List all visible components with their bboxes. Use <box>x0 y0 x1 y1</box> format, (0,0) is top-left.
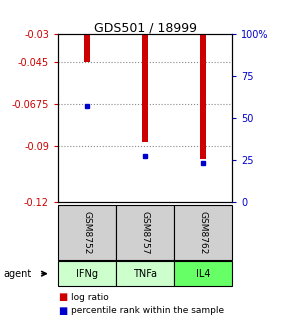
Text: GSM8752: GSM8752 <box>82 211 92 254</box>
Text: IL4: IL4 <box>196 269 210 279</box>
Text: TNFa: TNFa <box>133 269 157 279</box>
Text: GSM8757: GSM8757 <box>140 211 150 254</box>
Text: percentile rank within the sample: percentile rank within the sample <box>71 306 224 315</box>
Text: ■: ■ <box>58 292 67 302</box>
Bar <box>142 34 148 142</box>
Bar <box>84 34 90 61</box>
Text: GDS501 / 18999: GDS501 / 18999 <box>93 22 197 35</box>
Text: GSM8762: GSM8762 <box>198 211 208 254</box>
Bar <box>200 34 206 159</box>
Text: ■: ■ <box>58 306 67 316</box>
Text: log ratio: log ratio <box>71 293 109 302</box>
Text: agent: agent <box>3 269 31 279</box>
Text: IFNg: IFNg <box>76 269 98 279</box>
